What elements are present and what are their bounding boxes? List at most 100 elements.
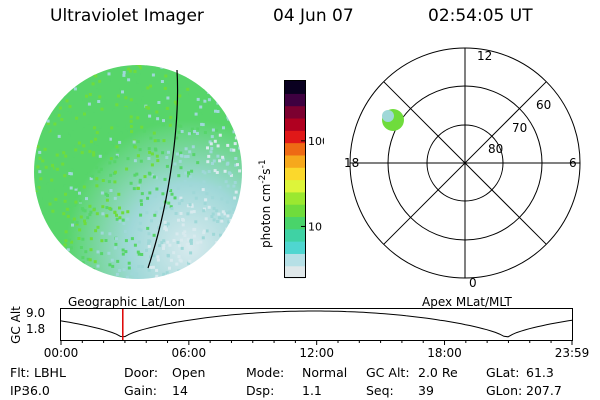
image-speckle (158, 244, 162, 248)
image-speckle (153, 147, 157, 151)
image-speckle (233, 196, 237, 200)
image-speckle (46, 238, 50, 242)
info-value: 2.0 Re (418, 365, 458, 380)
image-speckle (90, 79, 94, 82)
image-speckle (214, 109, 217, 113)
image-speckle (35, 229, 39, 233)
image-speckle (197, 65, 201, 67)
image-speckle (226, 184, 230, 188)
image-speckle (155, 274, 159, 278)
image-speckle (179, 212, 183, 215)
image-speckle (147, 239, 151, 243)
image-speckle (207, 154, 211, 158)
image-speckle (224, 241, 228, 245)
image-speckle (159, 206, 163, 210)
image-speckle (180, 130, 184, 133)
image-speckle (63, 184, 67, 188)
image-speckle (229, 239, 233, 243)
image-speckle (64, 192, 67, 196)
image-speckle (227, 171, 231, 175)
mlt-label-6: 6 (569, 156, 577, 170)
image-speckle (165, 164, 169, 168)
image-speckle (74, 187, 78, 191)
colorbar-cell (285, 130, 305, 144)
image-speckle (235, 217, 239, 221)
image-speckle (155, 187, 159, 191)
image-speckle (102, 98, 106, 101)
image-speckle (115, 103, 119, 107)
image-speckle (56, 244, 59, 248)
image-speckle (156, 115, 159, 119)
image-speckle (61, 281, 64, 284)
image-speckle (141, 96, 145, 100)
image-speckle (110, 144, 114, 148)
image-speckle (212, 93, 216, 97)
image-speckle (170, 192, 174, 196)
image-speckle (90, 174, 94, 178)
image-speckle (215, 209, 219, 213)
info-label: IP: (10, 383, 26, 398)
image-speckle (74, 74, 78, 78)
image-speckle (70, 240, 74, 244)
image-speckle (35, 187, 39, 191)
image-speckle (89, 210, 93, 214)
image-speckle (127, 266, 131, 270)
image-speckle (81, 256, 85, 260)
image-speckle (122, 124, 126, 128)
image-speckle (166, 222, 170, 226)
image-speckle (164, 206, 168, 210)
image-speckle (187, 261, 191, 265)
info-label: Door: (124, 365, 159, 380)
image-speckle (236, 259, 240, 263)
image-speckle (235, 122, 239, 126)
image-speckle (238, 242, 242, 246)
image-date: 04 Jun 07 (273, 6, 354, 26)
image-speckle (75, 270, 79, 274)
image-speckle (34, 91, 36, 95)
image-speckle (117, 94, 120, 98)
image-speckle (115, 217, 119, 221)
image-speckle (183, 234, 187, 237)
image-speckle (155, 110, 159, 114)
image-speckle (122, 71, 126, 74)
image-speckle (167, 150, 170, 154)
image-speckle (30, 195, 33, 198)
image-speckle (105, 214, 109, 218)
image-speckle (46, 65, 50, 66)
image-speckle (108, 161, 112, 165)
image-speckle (228, 210, 232, 214)
image-speckle (79, 246, 83, 249)
colorbar-cell (285, 265, 305, 279)
image-speckle (161, 192, 165, 196)
image-disk (34, 65, 242, 279)
image-speckle (165, 271, 169, 275)
image-speckle (203, 87, 207, 90)
image-speckle (181, 81, 184, 85)
image-speckle (179, 196, 183, 200)
image-speckle (106, 137, 110, 141)
image-speckle (170, 93, 174, 97)
image-speckle (42, 175, 46, 179)
image-speckle (220, 217, 224, 221)
image-speckle (156, 139, 160, 143)
image-speckle (233, 181, 237, 184)
image-speckle (182, 65, 186, 67)
image-speckle (62, 151, 66, 155)
image-speckle (136, 140, 140, 144)
image-speckle (223, 169, 227, 173)
info-label: GLon: (486, 383, 523, 398)
image-speckle (222, 232, 226, 236)
image-speckle (94, 137, 97, 141)
image-speckle (227, 91, 231, 95)
image-speckle (118, 269, 122, 272)
image-speckle (116, 259, 120, 263)
image-speckle (95, 166, 99, 170)
image-speckle (69, 172, 73, 176)
image-speckle (138, 180, 142, 184)
image-speckle (115, 145, 119, 149)
image-speckle (211, 212, 215, 216)
image-speckle (71, 220, 75, 224)
image-speckle (212, 218, 216, 222)
image-speckle (210, 135, 214, 139)
image-speckle (124, 96, 128, 100)
